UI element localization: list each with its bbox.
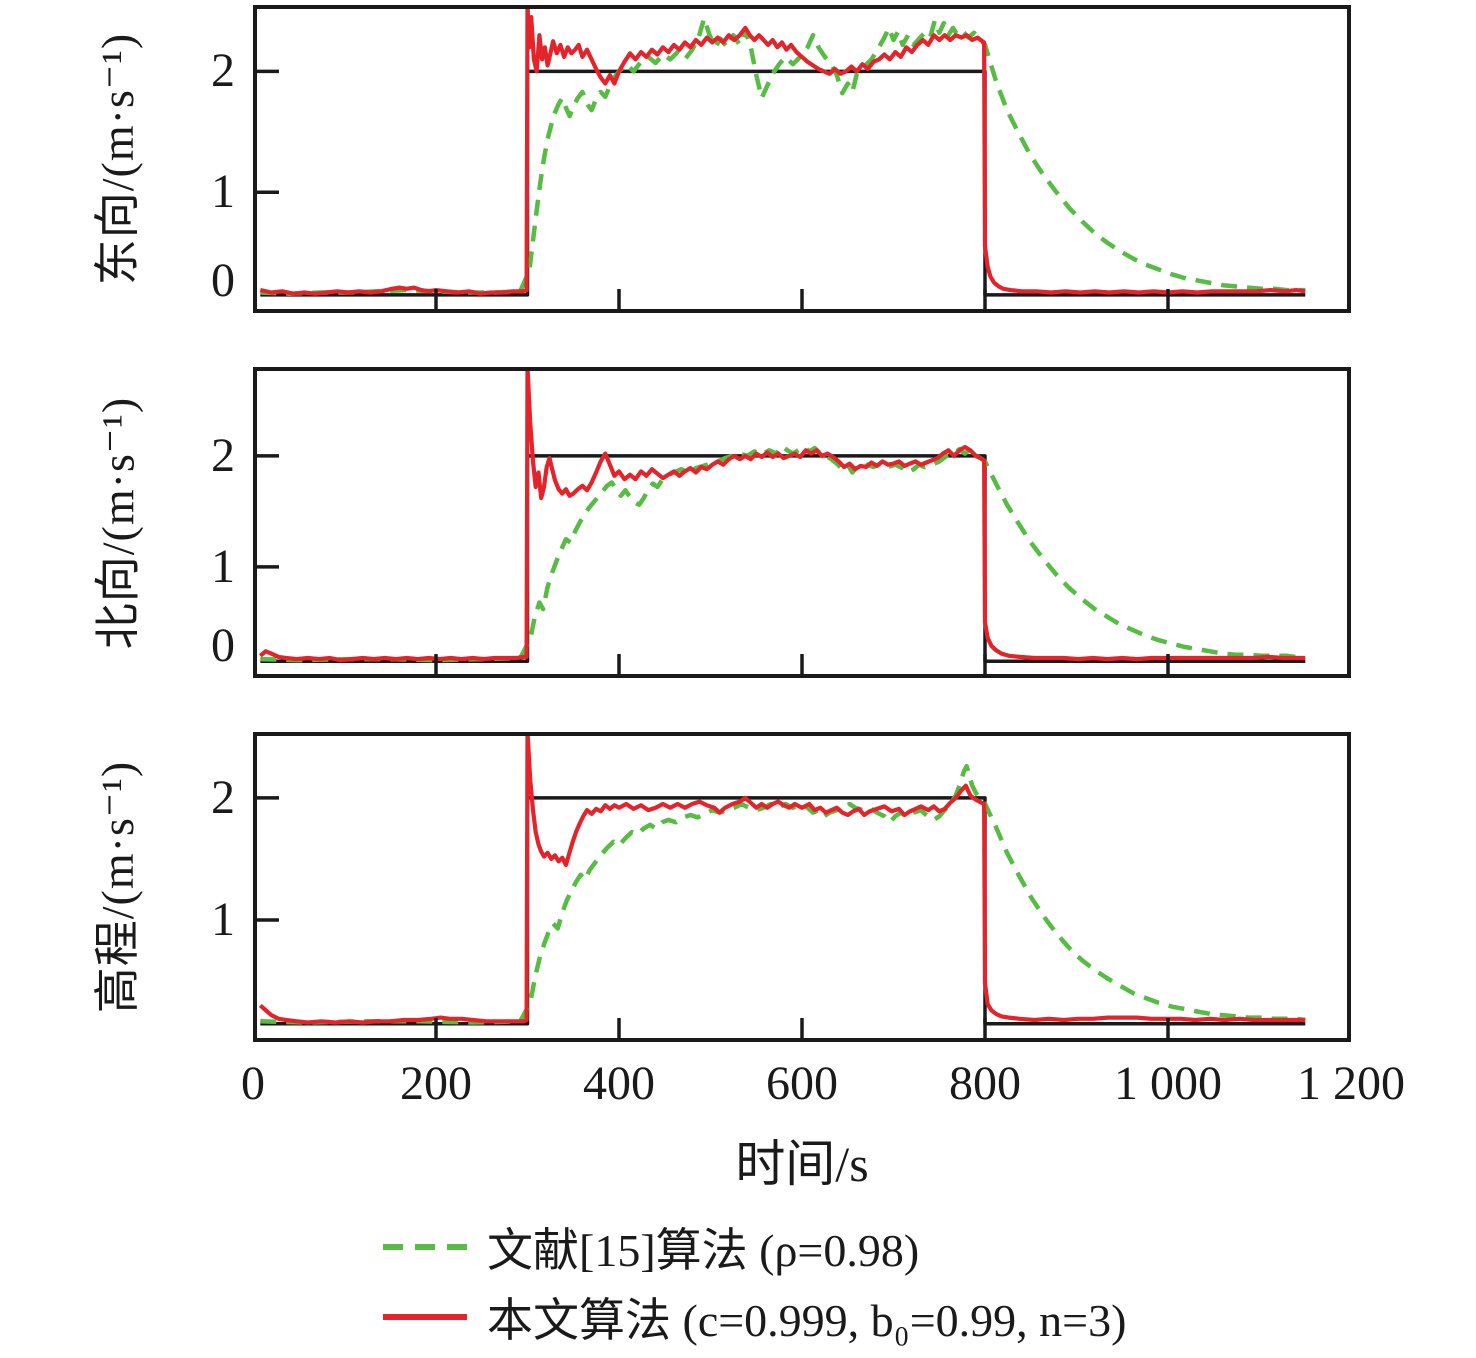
xtick-label-1000: 1 000 (1114, 1057, 1222, 1110)
east-ytick-label: 2 (211, 44, 235, 98)
north-ytick-label: 2 (211, 428, 235, 482)
east-proposed-line (259, 5, 1306, 296)
xtick-label-0: 0 (241, 1057, 265, 1110)
north-proposed-line (258, 367, 1306, 663)
height-ytick-label: 2 (211, 770, 235, 824)
height-axis-label: 高程/(m·s⁻¹) (92, 760, 143, 1014)
height-reference-line (260, 796, 1306, 1026)
height-proposed-line (258, 732, 1306, 1025)
north-plot (253, 367, 1351, 678)
north-reference-line (260, 454, 1306, 664)
xtick-label-400: 400 (583, 1057, 655, 1110)
north-literature-line (260, 443, 1306, 663)
xtick-label-1200: 1 200 (1297, 1057, 1405, 1110)
east-axis-label: 东向/(m·s⁻¹) (92, 32, 143, 286)
legend-row-proposed: 本文算法 (c=0.999, b₀=0.99, n=3) (383, 1282, 1126, 1352)
east-literature-line (260, 16, 1306, 296)
legend-row-literature: 文献[15]算法 (ρ=0.98) (383, 1212, 1126, 1282)
east-ytick-label: 0 (211, 254, 235, 307)
east-reference-line (260, 69, 1306, 297)
xtick-label-800: 800 (949, 1057, 1021, 1110)
east-plot-frame (253, 5, 1351, 313)
literature-line-swatch-icon (383, 1244, 467, 1250)
north-ytick-label: 1 (211, 539, 235, 593)
height-plot-frame (253, 732, 1351, 1042)
xtick-label-600: 600 (766, 1057, 838, 1110)
xtick-label-200: 200 (400, 1057, 472, 1110)
legend-label-literature: 文献[15]算法 (ρ=0.98) (487, 1225, 920, 1276)
proposed-line-swatch-icon (383, 1314, 467, 1320)
north-axis-label: 北向/(m·s⁻¹) (92, 396, 143, 649)
east-plot (253, 5, 1351, 313)
legend-label-proposed: 本文算法 (c=0.999, b₀=0.99, n=3) (487, 1295, 1127, 1346)
north-plot-frame (253, 367, 1351, 678)
height-ytick-label: 1 (211, 892, 235, 946)
east-ytick-label: 1 (211, 165, 235, 219)
north-ytick-label: 0 (211, 619, 235, 672)
legend: 文献[15]算法 (ρ=0.98) 本文算法 (c=0.999, b₀=0.99,… (383, 1212, 1126, 1352)
height-plot (253, 732, 1351, 1042)
x-axis-label: 时间/s (735, 1136, 869, 1192)
